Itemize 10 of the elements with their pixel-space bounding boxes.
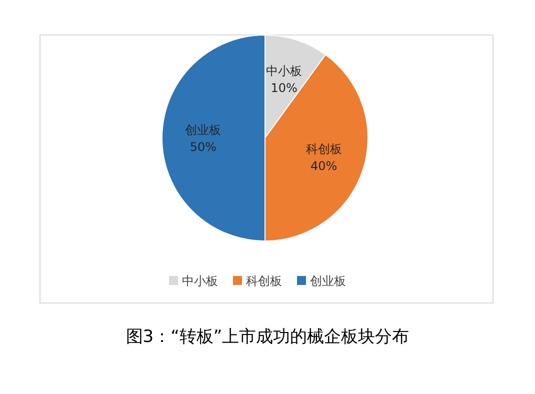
legend-label: 中小板 (182, 274, 218, 288)
slice-label: 科创板 (306, 142, 342, 156)
slice-label: 创业板 (185, 123, 222, 137)
data-label: 50% (190, 140, 217, 154)
data-label: 40% (310, 159, 338, 174)
data-label: 10% (270, 81, 298, 96)
text: 图3：“转板”上市成功的械企板块分布 (126, 327, 410, 347)
legend-label: 创业板 (310, 274, 346, 288)
legend-label: 科创板 (246, 274, 282, 288)
slice-label: 中小板 (266, 64, 302, 78)
